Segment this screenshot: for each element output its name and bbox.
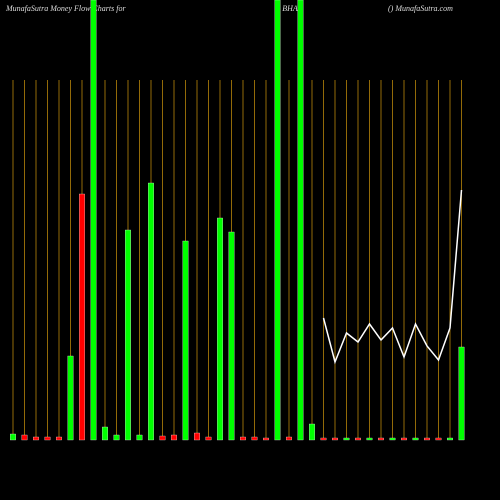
bar [286, 436, 292, 441]
bar [90, 0, 97, 441]
bar [79, 193, 85, 441]
bar [320, 437, 327, 441]
bar [194, 432, 200, 441]
bar [33, 436, 39, 441]
bar [343, 437, 350, 441]
bar [435, 437, 442, 441]
bar [458, 346, 465, 441]
bar [21, 434, 28, 441]
bar [102, 426, 108, 441]
bar [263, 437, 269, 441]
bar [332, 437, 338, 441]
bar [171, 434, 177, 441]
bar [297, 0, 304, 441]
bar [240, 436, 246, 441]
bar [10, 433, 16, 441]
bar [44, 436, 51, 441]
bar [182, 240, 189, 441]
bar [251, 436, 258, 441]
bar [378, 437, 384, 441]
price-line [322, 189, 463, 365]
bar [217, 217, 223, 441]
bar [67, 355, 74, 441]
bar [447, 437, 453, 441]
bar [56, 436, 62, 441]
bar [148, 182, 154, 441]
bar [424, 437, 430, 441]
source: () MunafaSutra.com [388, 4, 453, 13]
chart-title: MunafaSutra Money Flow Charts for [5, 4, 126, 13]
bar [389, 437, 396, 441]
bar [159, 435, 166, 441]
bar [309, 423, 315, 441]
bar [228, 231, 235, 441]
bar [125, 229, 131, 441]
bar [205, 436, 212, 441]
symbol: BHA [282, 4, 298, 13]
bar [412, 437, 419, 441]
bar [274, 0, 281, 441]
bar [113, 434, 120, 441]
bar [401, 437, 407, 441]
bar [136, 434, 143, 441]
bar [366, 437, 373, 441]
bar [355, 437, 361, 441]
